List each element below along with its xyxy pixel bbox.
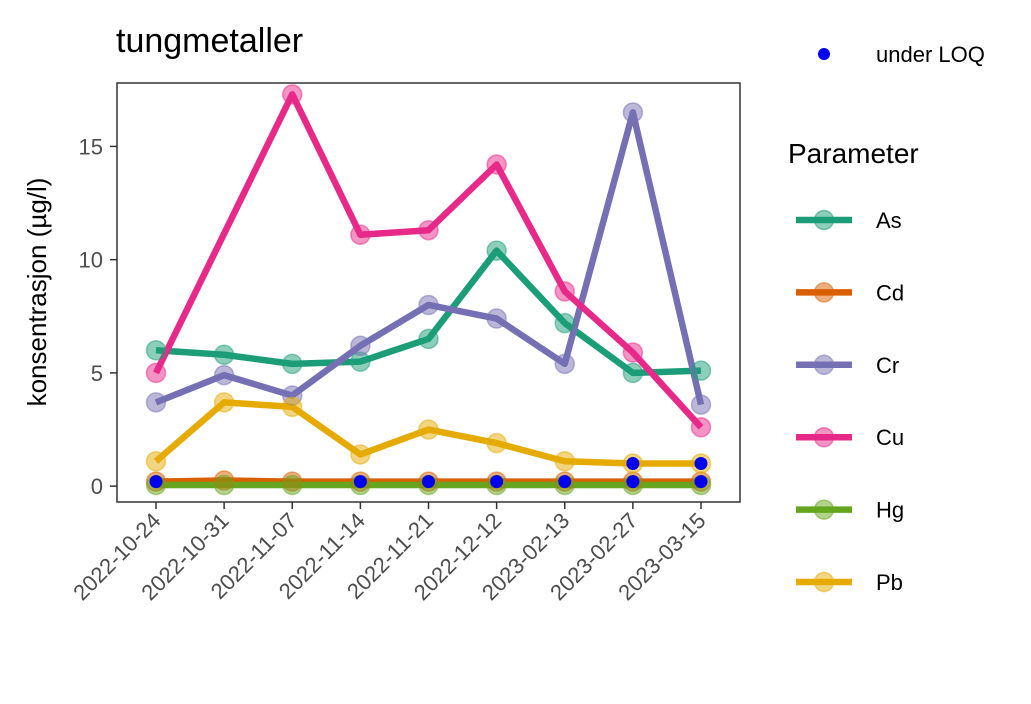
series-line-cu bbox=[153, 91, 704, 430]
loq-point bbox=[558, 475, 572, 489]
data-point-cu bbox=[418, 219, 439, 241]
data-point-as bbox=[690, 360, 712, 381]
y-tick-label: 15 bbox=[79, 134, 103, 159]
legend-label-cr: Cr bbox=[876, 353, 899, 378]
data-point-as bbox=[282, 353, 303, 375]
loq-points bbox=[149, 456, 708, 489]
loq-point bbox=[694, 475, 708, 489]
data-point-cu bbox=[350, 224, 371, 245]
legend-loq-label: under LOQ bbox=[876, 42, 985, 67]
data-point-hg bbox=[282, 474, 303, 496]
legend-marker-cu bbox=[813, 426, 835, 448]
loq-point bbox=[422, 475, 435, 489]
data-point-cr bbox=[350, 335, 371, 356]
loq-point bbox=[694, 456, 708, 470]
legend-marker-hg bbox=[813, 499, 835, 520]
data-point-cr bbox=[486, 308, 507, 329]
data-point-cu bbox=[486, 154, 507, 175]
legend-loq-marker bbox=[818, 48, 830, 60]
chart-title: tungmetaller bbox=[116, 22, 303, 60]
legend-items: As Cd Cr Cu Hg Pb bbox=[796, 208, 904, 595]
data-point-as bbox=[418, 328, 439, 350]
data-point-as bbox=[486, 240, 507, 261]
y-axis-label: konsentrasjon (µg/l) bbox=[22, 178, 52, 407]
data-point-cr bbox=[622, 102, 644, 123]
data-point-cr bbox=[145, 392, 167, 413]
loq-point bbox=[490, 475, 504, 489]
legend-label-cu: Cu bbox=[876, 425, 904, 450]
data-point-as bbox=[145, 340, 167, 361]
legend-label-hg: Hg bbox=[876, 498, 904, 523]
legend-label-cd: Cd bbox=[876, 280, 904, 305]
legend-label-pb: Pb bbox=[876, 570, 903, 595]
data-point-pb bbox=[350, 444, 371, 465]
y-tick-label: 10 bbox=[79, 248, 103, 273]
legend: under LOQ Parameter As Cd Cr Cu Hg Pb bbox=[788, 42, 985, 595]
data-point-pb bbox=[213, 392, 235, 413]
data-point-pb bbox=[418, 419, 439, 440]
y-axis: 0 5 10 15 bbox=[79, 134, 117, 499]
loq-point bbox=[626, 475, 640, 489]
data-point-cu bbox=[622, 342, 644, 363]
data-point-pb bbox=[486, 432, 507, 454]
loq-point bbox=[626, 456, 640, 470]
legend-title: Parameter bbox=[788, 138, 919, 169]
legend-marker-pb bbox=[813, 571, 835, 593]
data-point-cu bbox=[690, 417, 712, 438]
x-axis: 2022-10-242022-10-312022-11-072022-11-14… bbox=[68, 502, 711, 605]
data-point-cu bbox=[554, 281, 575, 302]
legend-marker-cd bbox=[813, 282, 835, 303]
legend-marker-as bbox=[813, 209, 835, 231]
y-tick-label: 0 bbox=[91, 474, 103, 499]
data-point-cu bbox=[145, 362, 167, 384]
data-point-as bbox=[622, 362, 644, 384]
data-point-as bbox=[213, 344, 235, 366]
data-point-pb bbox=[145, 450, 167, 472]
data-point-cr bbox=[418, 294, 439, 316]
data-point-cu bbox=[282, 84, 303, 105]
data-point-hg bbox=[213, 474, 235, 496]
y-tick-label: 5 bbox=[91, 361, 103, 386]
series-points bbox=[145, 84, 712, 496]
data-point-cr bbox=[554, 353, 575, 375]
legend-marker-cr bbox=[813, 354, 835, 376]
data-point-as bbox=[554, 312, 575, 334]
loq-point bbox=[149, 475, 163, 489]
data-point-cr bbox=[213, 364, 235, 386]
legend-label-as: As bbox=[876, 208, 902, 233]
data-point-pb bbox=[282, 396, 303, 418]
data-point-cr bbox=[690, 394, 712, 415]
data-point-pb bbox=[554, 450, 575, 472]
loq-point bbox=[353, 475, 367, 489]
